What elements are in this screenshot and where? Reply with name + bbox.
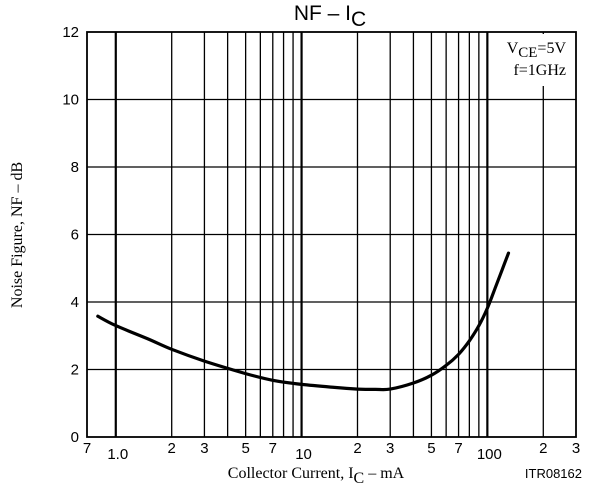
figure-code: ITR08162	[525, 466, 582, 481]
conditions-annotation: VCE=5Vf=1GHz	[489, 34, 574, 86]
chart-title: NF – IC	[294, 2, 366, 31]
condition-line: f=1GHz	[513, 62, 566, 79]
condition-line: VCE=5V	[507, 40, 567, 61]
y-tick-label: 4	[71, 294, 79, 311]
x-tick-label: 5	[427, 440, 435, 457]
condition-value: =5V	[537, 40, 566, 57]
condition-text: V	[507, 40, 519, 57]
x-tick-label: 3	[572, 440, 580, 457]
x-tick-label: 3	[200, 440, 208, 457]
x-tick-label: 2	[539, 440, 547, 457]
y-axis-label: Noise Figure, NF – dB	[9, 162, 26, 308]
x-tick-label: 2	[168, 440, 176, 457]
condition-subscript: CE	[518, 45, 537, 61]
y-tick-label: 6	[71, 227, 79, 244]
x-tick-label: 100	[477, 446, 502, 463]
series-curve	[96, 251, 511, 392]
x-tick-label: 5	[241, 440, 249, 457]
x-tick-label: 2	[353, 440, 361, 457]
chart-title-main: NF – I	[294, 2, 351, 25]
y-tick-label: 12	[62, 24, 79, 41]
y-tick-label: 8	[71, 159, 79, 176]
x-tick-label: 3	[386, 440, 394, 457]
plot-frame	[86, 31, 577, 438]
chart-title-subscript: C	[351, 8, 366, 31]
x-axis-label-main: Collector Current, I	[228, 465, 354, 482]
x-axis-label: Collector Current, IC – mA	[228, 465, 405, 487]
tick-labels: 0 2 4 6 8 10 12 7 1.0 2 3 5 7 10 2 3 5 7 100 2 3	[62, 24, 580, 463]
x-axis-label-subscript: C	[354, 470, 365, 487]
x-tick-label: 10	[295, 446, 312, 463]
x-tick-label: 7	[269, 440, 277, 457]
y-tick-label: 10	[62, 92, 79, 109]
x-tick-label: 7	[83, 440, 91, 457]
y-tick-label: 2	[71, 362, 79, 379]
condition-text: f=1GHz	[513, 62, 566, 79]
x-axis-label-unit: – mA	[364, 465, 404, 482]
grid-layer	[87, 32, 576, 437]
x-tick-label: 1.0	[107, 446, 128, 463]
x-tick-label: 7	[454, 440, 462, 457]
conditions-background	[489, 34, 574, 86]
y-tick-label: 0	[71, 429, 79, 446]
